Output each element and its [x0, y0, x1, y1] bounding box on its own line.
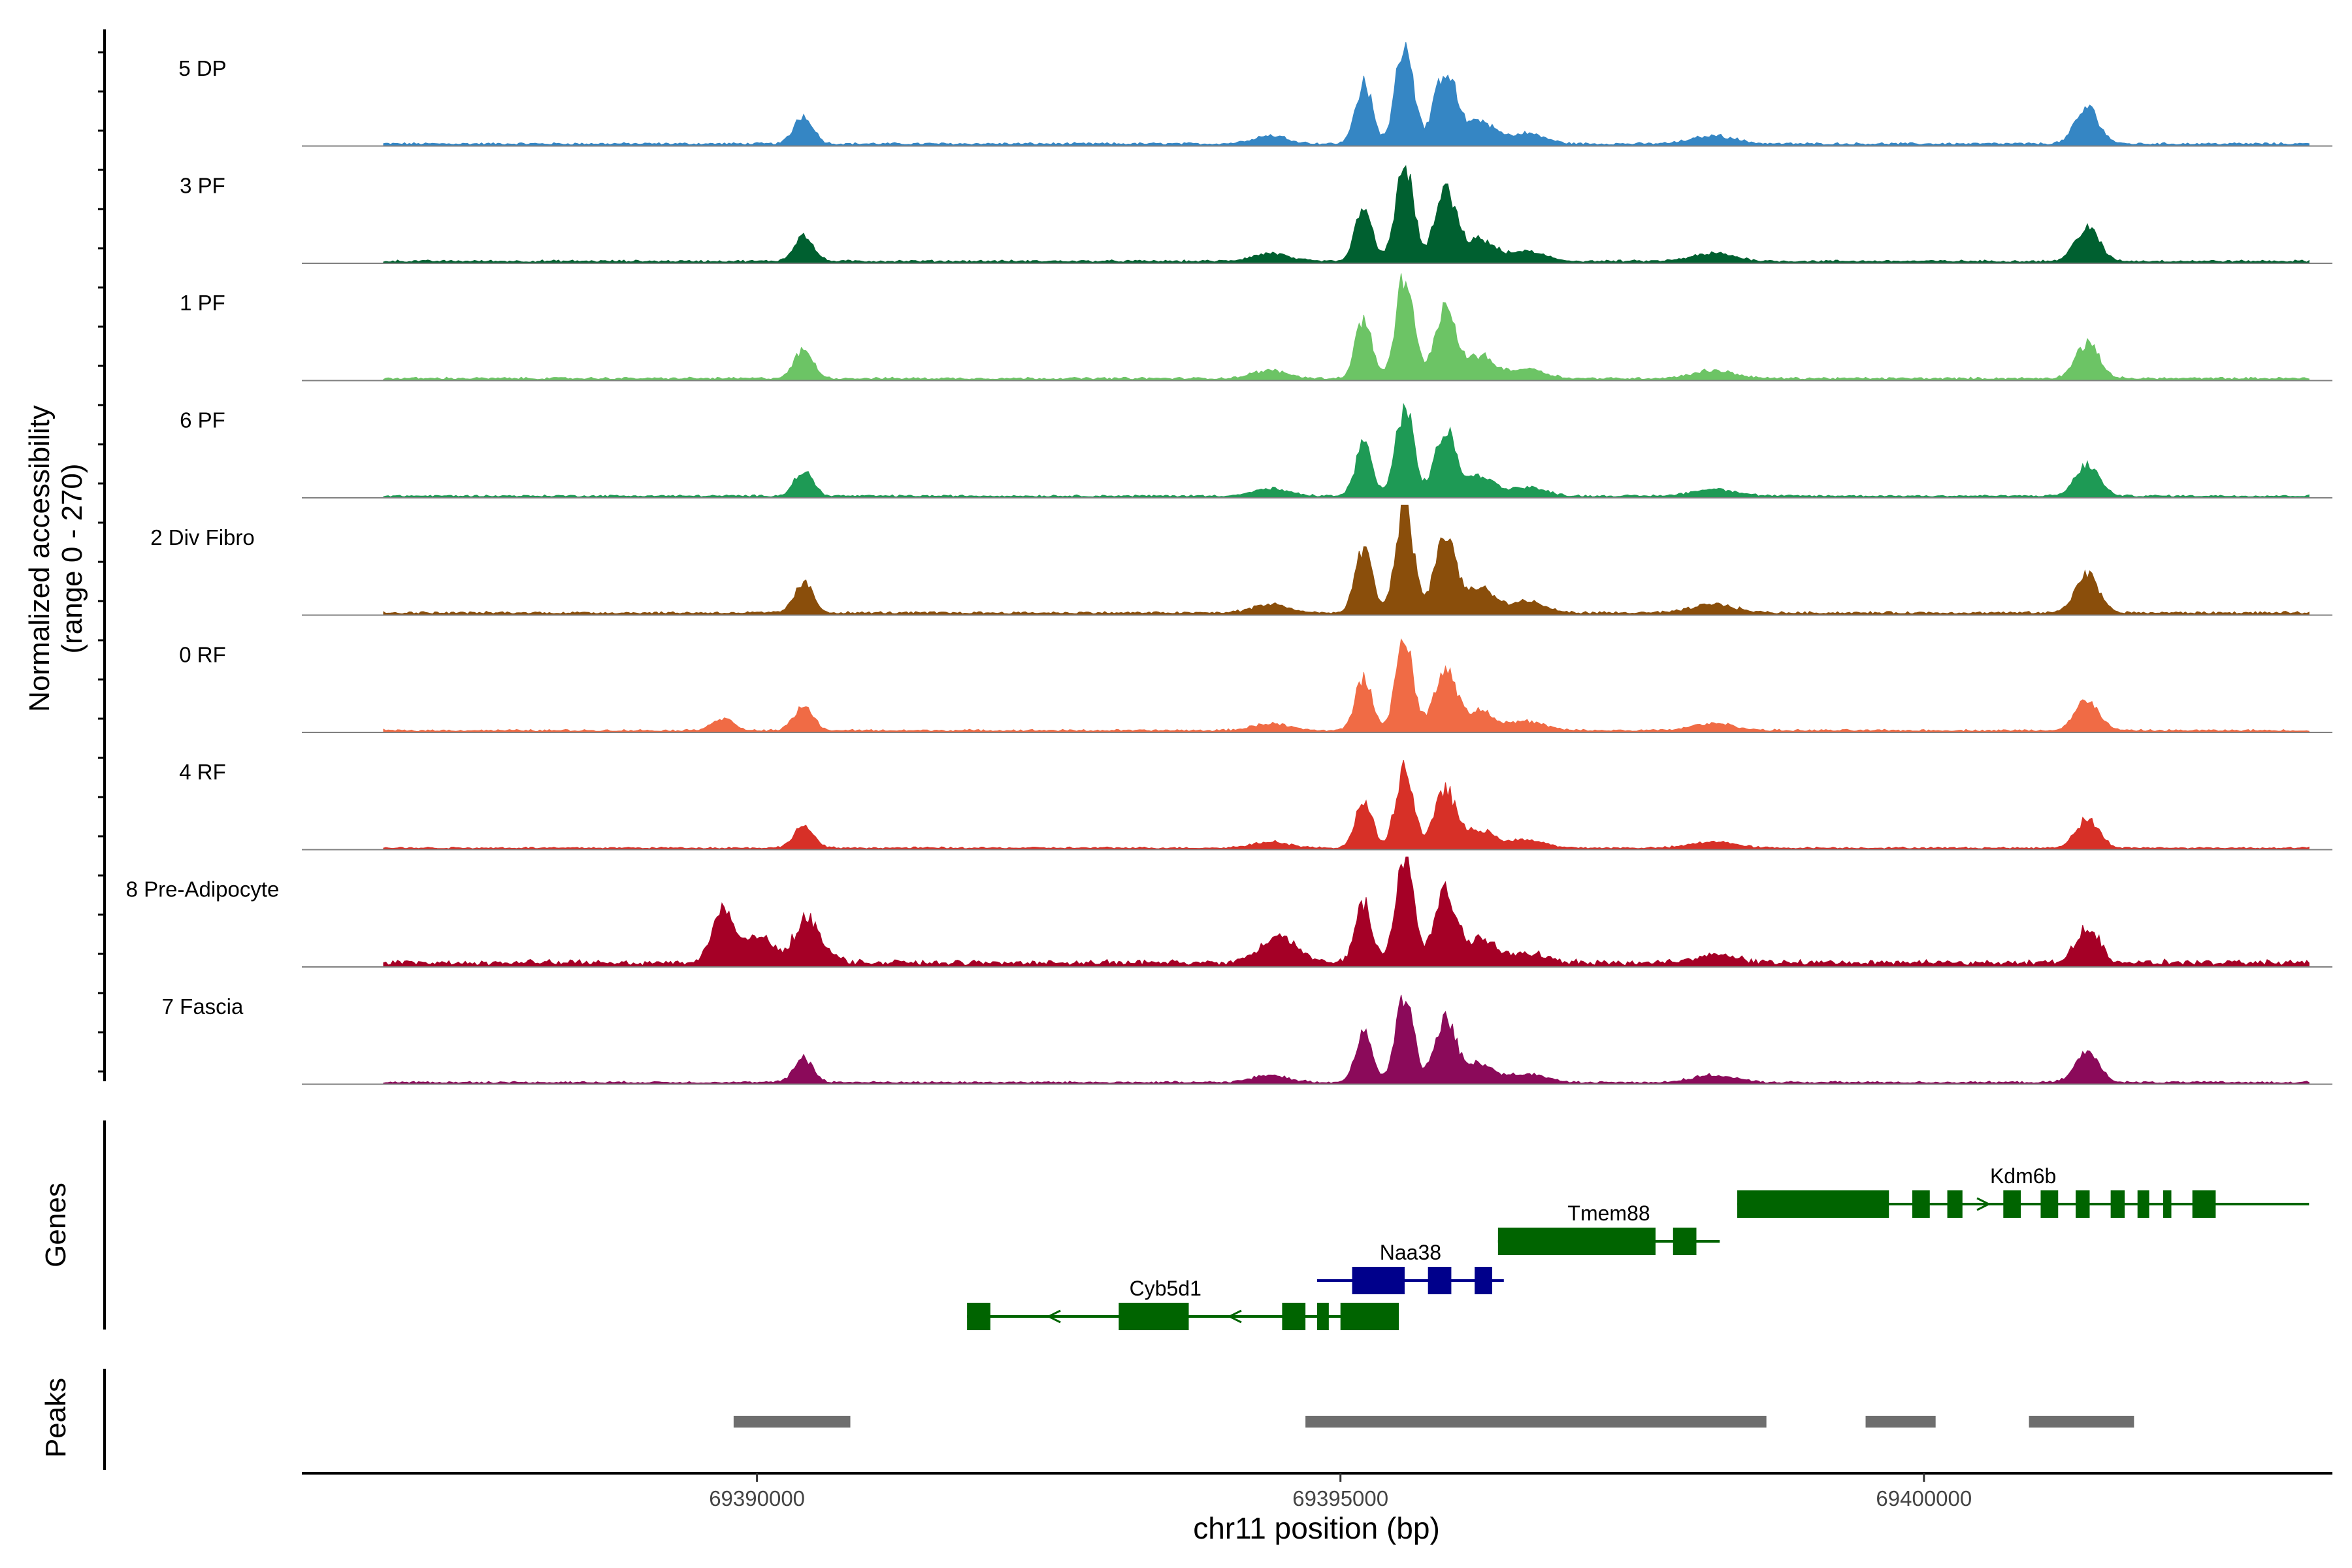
peak-region — [1305, 1416, 1767, 1428]
coverage-area — [383, 857, 2310, 968]
gene-exon — [1947, 1190, 1963, 1218]
peak-region — [2029, 1416, 2134, 1428]
peaks-label: Peaks — [40, 1378, 72, 1458]
gene-kdm6b: Kdm6b — [1737, 1164, 2310, 1218]
track-6-pf: 6 PF — [180, 402, 2332, 498]
track-label: 4 RF — [179, 760, 226, 784]
gene-exon — [1475, 1267, 1492, 1294]
gene-cyb5d1: Cyb5d1 — [967, 1277, 1399, 1330]
coverage-y-axis-ticks — [98, 51, 105, 1073]
gene-exon — [2110, 1190, 2125, 1218]
peak-region — [1865, 1416, 1936, 1428]
strand-arrow — [1046, 1309, 1061, 1324]
track-label: 3 PF — [180, 173, 225, 197]
strand-arrow — [1976, 1197, 1991, 1211]
gene-exon — [1119, 1303, 1189, 1330]
gene-exon — [1428, 1267, 1452, 1294]
gene-exon — [1282, 1303, 1306, 1330]
coverage-tracks: 5 DP 3 PF 1 PF 6 PF 2 Div Fibro 0 RF 4 RF 8 Pre… — [126, 42, 2332, 1085]
gene-exon — [1352, 1267, 1405, 1294]
x-axis-label: chr11 position (bp) — [1193, 1511, 1440, 1545]
track-2-div-fibro: 2 Div Fibro — [150, 504, 2332, 616]
gene-exon — [967, 1303, 990, 1330]
gene-naa38: Naa38 — [1317, 1241, 1504, 1294]
track-label: 0 RF — [179, 642, 226, 666]
gene-exon — [2137, 1190, 2149, 1218]
coverage-area — [383, 504, 2310, 615]
gene-exon — [1317, 1303, 1329, 1330]
coverage-area — [383, 638, 2310, 733]
gene-label: Tmem88 — [1567, 1201, 1650, 1225]
coverage-ylabel-line1: Normalized accessibility — [24, 405, 56, 711]
gene-exon — [2076, 1190, 2090, 1218]
x-tick-label: 69390000 — [709, 1486, 805, 1511]
track-3-pf: 3 PF — [180, 165, 2332, 264]
track-8-pre-adipocyte: 8 Pre-Adipocyte — [126, 857, 2332, 968]
track-5-dp: 5 DP — [178, 42, 2332, 147]
coverage-area — [383, 273, 2310, 381]
track-label: 5 DP — [178, 56, 226, 80]
track-1-pf: 1 PF — [180, 273, 2332, 382]
genes-label: Genes — [40, 1183, 72, 1267]
track-label: 1 PF — [180, 291, 225, 315]
gene-exon — [1340, 1303, 1399, 1330]
strand-arrow — [1227, 1309, 1242, 1324]
gene-exon — [1737, 1190, 1889, 1218]
track-label: 2 Div Fibro — [150, 525, 255, 549]
gene-exon — [2040, 1190, 2059, 1218]
x-tick-label: 69400000 — [1876, 1486, 1972, 1511]
gene-exon — [2192, 1190, 2216, 1218]
coverage-area — [383, 42, 2310, 146]
gene-exon — [1497, 1228, 1656, 1255]
peak-regions — [733, 1416, 2134, 1428]
track-label: 6 PF — [180, 408, 225, 432]
track-label: 8 Pre-Adipocyte — [126, 877, 280, 901]
x-axis-ticks: 69390000 69395000 69400000 — [709, 1473, 1972, 1511]
coverage-ylabel-line2: (range 0 - 270) — [56, 463, 88, 653]
track-0-rf: 0 RF — [179, 638, 2332, 733]
gene-label: Naa38 — [1380, 1241, 1441, 1264]
gene-exon — [1912, 1190, 1930, 1218]
gene-exon — [1673, 1228, 1697, 1255]
x-tick-label: 69395000 — [1292, 1486, 1388, 1511]
track-7-fascia: 7 Fascia — [162, 994, 2332, 1085]
gene-annotations: Kdm6b Tmem88 Naa38 Cyb5d1 — [967, 1164, 2310, 1330]
gene-exon — [2003, 1190, 2021, 1218]
track-4-rf: 4 RF — [179, 760, 2332, 851]
gene-label: Cyb5d1 — [1130, 1277, 1201, 1300]
gene-exon — [2163, 1190, 2172, 1218]
coverage-area — [383, 760, 2310, 850]
coverage-area — [383, 402, 2310, 498]
gene-tmem88: Tmem88 — [1497, 1201, 1720, 1255]
gene-label: Kdm6b — [1990, 1164, 2056, 1188]
track-label: 7 Fascia — [162, 994, 244, 1019]
peak-region — [733, 1416, 851, 1428]
coverage-area — [383, 165, 2310, 264]
coverage-area — [383, 994, 2310, 1085]
